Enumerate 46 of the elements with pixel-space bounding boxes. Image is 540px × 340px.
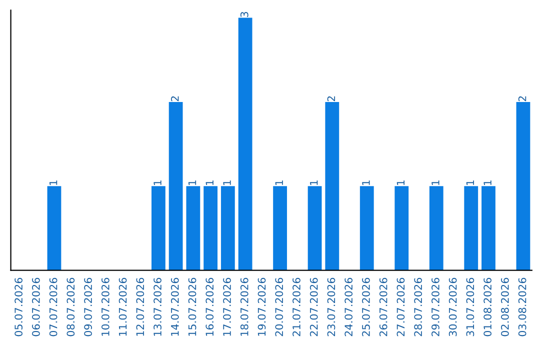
x-tick-label: 13.07.2026 (154, 278, 162, 336)
x-tick-label: 06.07.2026 (32, 278, 40, 336)
x-tick-label: 30.07.2026 (448, 278, 457, 336)
data-label: 1 (154, 180, 162, 185)
data-label: 1 (188, 180, 196, 185)
data-label: 1 (206, 180, 214, 185)
x-tick-label: 12.07.2026 (136, 278, 144, 336)
x-tick-label: 21.07.2026 (292, 278, 300, 336)
data-label: 1 (466, 180, 474, 185)
x-tick-label: 01.08.2026 (484, 278, 492, 336)
data-label: 1 (484, 180, 492, 185)
data-label: 1 (310, 180, 318, 185)
data-label: 2 (170, 96, 179, 102)
x-tick-label: 17.07.2026 (223, 278, 231, 336)
x-tick-label: 25.07.2026 (362, 278, 370, 336)
data-label: 3 (240, 12, 248, 17)
x-tick-label: 14.07.2026 (170, 278, 179, 336)
data-label: 1 (50, 180, 58, 185)
x-tick-label: 10.07.2026 (101, 278, 110, 336)
x-tick-label: 28.07.2026 (414, 278, 422, 336)
x-tick-label: 22.07.2026 (310, 278, 318, 336)
x-tick-label: 27.07.2026 (396, 278, 405, 336)
data-label: 1 (432, 180, 440, 185)
x-tick-label: 20.07.2026 (275, 278, 284, 336)
x-tick-label: 31.07.2026 (466, 278, 474, 336)
data-label: 1 (362, 180, 370, 185)
x-tick-label: 02.08.2026 (500, 278, 509, 336)
x-tick-label: 09.07.2026 (84, 278, 92, 336)
data-label: 1 (275, 180, 283, 185)
data-label: 2 (518, 96, 526, 102)
x-tick-label: 07.07.2026 (49, 278, 58, 336)
x-tick-label: 15.07.2026 (188, 278, 196, 336)
x-tick-label: 29.07.2026 (432, 278, 440, 336)
x-tick-label: 24.07.2026 (344, 278, 353, 336)
x-tick-label: 26.07.2026 (379, 278, 388, 336)
x-tick-label: 03.08.2026 (518, 278, 526, 336)
x-tick-label: 08.07.2026 (66, 278, 75, 336)
data-label: 1 (223, 180, 231, 185)
x-tick-label: 18.07.2026 (240, 278, 248, 336)
x-tick-label: 16.07.2026 (206, 278, 214, 336)
x-tick-label: 23.07.2026 (327, 278, 336, 336)
x-tick-label: 19.07.2026 (258, 278, 266, 336)
x-tick-label: 05.07.2026 (14, 278, 23, 336)
data-label: 2 (327, 96, 336, 102)
x-tick-label: 11.07.2026 (118, 278, 127, 336)
data-label: 1 (396, 180, 404, 185)
